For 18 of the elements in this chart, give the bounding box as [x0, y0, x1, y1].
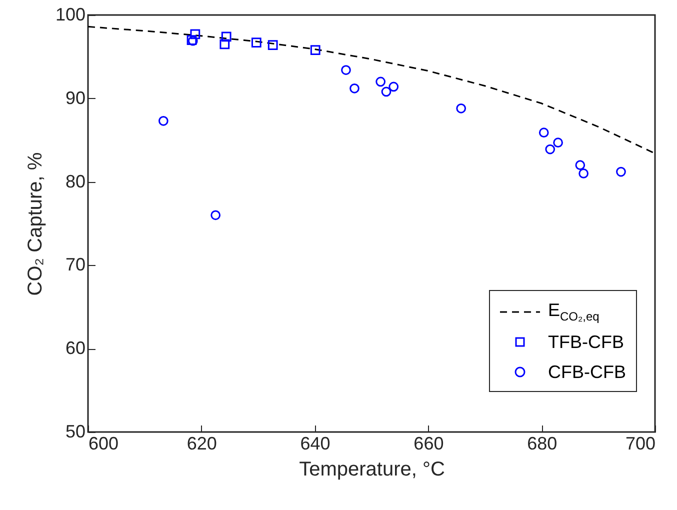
y-tick-label: 60 [65, 338, 86, 358]
y-tick-label: 90 [65, 88, 86, 108]
x-tick-label: 640 [300, 434, 330, 454]
legend-label: TFB-CFB [548, 332, 624, 352]
x-tick-label: 700 [625, 434, 656, 454]
x-tick-label: 620 [186, 434, 217, 454]
y-axis-title: CO₂ Capture, % [24, 152, 46, 296]
y-tick-label: 100 [55, 4, 86, 24]
y-tick-label: 50 [65, 422, 86, 442]
x-tick-label: 600 [88, 434, 119, 454]
x-axis-title: Temperature, °C [299, 458, 445, 480]
y-tick-label: 80 [65, 171, 86, 192]
line-series [87, 26, 656, 154]
x-tick-label: 680 [527, 434, 558, 454]
y-tick-label: 70 [65, 254, 86, 275]
x-tick-label: 660 [414, 434, 444, 454]
legend-label: CFB-CFB [548, 362, 626, 382]
legend-label: E$_{CO₂,eq}$ [548, 300, 600, 324]
